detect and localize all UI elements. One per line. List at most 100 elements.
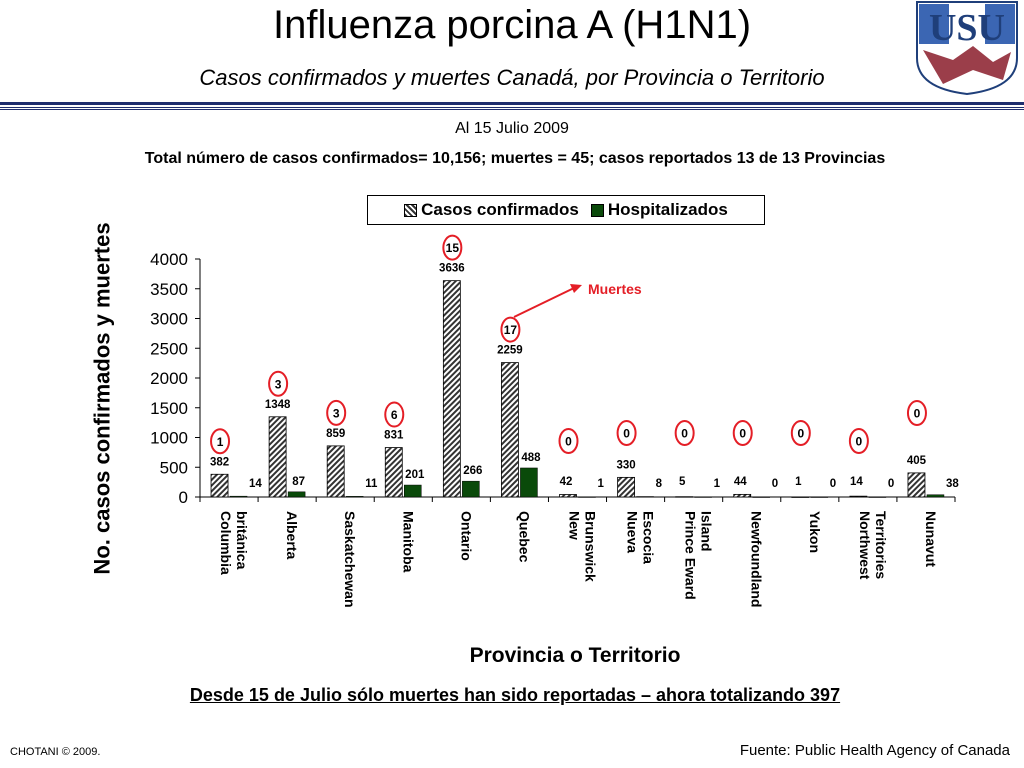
death-count-label: 15	[446, 241, 460, 255]
x-tick-label: Yukon	[807, 511, 823, 553]
data-label-casos: 859	[326, 428, 345, 440]
x-tick-label: NuevaEscocia	[625, 511, 657, 564]
death-count-label: 0	[914, 407, 921, 421]
bar-hosp	[578, 496, 596, 498]
annotation-arrow-head	[570, 284, 582, 293]
bar-hosp	[868, 496, 887, 498]
death-count-label: 0	[797, 427, 804, 441]
bar-hosp	[694, 496, 712, 498]
data-label-casos: 1348	[265, 399, 291, 411]
y-tick-label: 500	[160, 458, 188, 477]
data-label-hosp: 488	[521, 452, 541, 464]
date-line: Al 15 Julio 2009	[455, 120, 569, 137]
data-label-hosp: 1	[714, 478, 721, 490]
legend-item-casos: Casos confirmados	[404, 200, 579, 220]
bar-casos	[384, 447, 403, 498]
bar-casos	[907, 472, 926, 498]
x-tick-label: NorthwestTerritories	[857, 511, 889, 580]
legend-swatch-casos	[404, 203, 418, 217]
data-label-hosp: 266	[463, 465, 482, 477]
data-label-casos: 330	[616, 459, 635, 471]
y-tick-label: 3500	[150, 280, 188, 299]
source-note: Fuente: Public Health Agency of Canada	[739, 742, 1010, 759]
death-circle	[848, 428, 869, 454]
death-count-label: 0	[739, 427, 746, 441]
x-tick-label: Columbiabritánica	[218, 511, 250, 575]
bar-casos	[791, 496, 810, 498]
death-circle	[210, 428, 231, 455]
death-circle	[558, 428, 579, 454]
y-axis-label: No. casos confirmados y muertes	[89, 222, 115, 575]
death-count-label: 0	[623, 427, 630, 441]
bar-hosp	[752, 496, 770, 498]
data-label-casos: 5	[679, 476, 686, 488]
bar-casos	[559, 494, 577, 498]
bar-casos	[675, 496, 694, 498]
bar-casos	[268, 416, 287, 498]
summary-text: Total número de casos confirmados= 10,15…	[144, 150, 886, 167]
page-subtitle: Casos confirmados y muertes Canadá, por …	[199, 65, 825, 90]
x-tick-label: Saskatchewan	[342, 511, 358, 608]
data-label-hosp: 8	[656, 478, 663, 490]
y-tick-label: 2000	[150, 369, 188, 388]
legend-swatch-hosp	[590, 203, 604, 217]
footnote-text: Desde 15 de Julio sólo muertes han sido …	[189, 685, 841, 705]
usu-logo: USU	[916, 1, 1018, 96]
data-label-hosp: 0	[772, 478, 778, 490]
data-label-hosp: 0	[830, 478, 836, 490]
x-tick-label: Newfoundland	[749, 511, 765, 607]
y-tick-label: 1000	[150, 429, 188, 448]
data-label-hosp: 1	[598, 478, 605, 490]
data-label-hosp: 11	[365, 478, 378, 490]
death-count-label: 0	[856, 435, 863, 449]
legend-label-casos: Casos confirmados	[421, 200, 579, 219]
death-circle	[500, 316, 521, 343]
chart-legend: Casos confirmados Hospitalizados	[367, 195, 765, 225]
svg-text:USU: USU	[929, 7, 1005, 49]
data-label-hosp: 201	[405, 469, 425, 481]
death-circle	[326, 399, 347, 426]
death-count-label: 0	[565, 435, 572, 449]
data-label-casos: 2259	[497, 345, 523, 357]
page-title: Influenza porcina A (H1N1)	[272, 3, 752, 47]
death-circle	[732, 420, 753, 446]
data-label-casos: 14	[850, 476, 863, 488]
bar-casos	[442, 280, 461, 498]
legend-item-hosp: Hospitalizados	[590, 200, 728, 220]
bar-casos	[733, 493, 752, 498]
x-tick-label: NewBrunswick	[567, 511, 599, 582]
header-rule	[0, 102, 1024, 110]
footnote: Desde 15 de Julio sólo muertes han sido …	[0, 685, 1024, 706]
annotation-arrow-line	[513, 287, 575, 318]
x-axis-label: Provincia o Territorio	[469, 644, 681, 667]
y-tick-label: 2500	[150, 339, 188, 358]
x-tick-label: Alberta	[284, 511, 300, 559]
x-tick-label: Quebec	[516, 511, 532, 563]
death-circle	[906, 400, 927, 426]
data-label-hosp: 14	[249, 478, 262, 490]
x-tick-label: Manitoba	[400, 511, 416, 573]
bar-hosp	[345, 496, 364, 498]
data-label-casos: 405	[907, 455, 927, 467]
bar-hosp	[520, 467, 538, 498]
bar-hosp	[926, 494, 945, 498]
data-label-casos: 1	[795, 476, 802, 488]
data-label-casos: 831	[384, 430, 404, 442]
bar-casos	[210, 473, 229, 498]
data-label-hosp: 38	[946, 478, 959, 490]
data-label-casos: 3636	[439, 263, 465, 275]
data-label-hosp: 0	[888, 478, 894, 490]
data-label-casos: 382	[210, 456, 229, 468]
bar-hosp	[636, 496, 654, 498]
x-tick-label: Nunavut	[923, 511, 939, 567]
bar-hosp	[404, 484, 422, 498]
data-label-casos: 42	[560, 476, 573, 488]
bar-casos	[501, 362, 519, 498]
data-label-hosp: 87	[292, 476, 305, 488]
death-count-label: 1	[217, 435, 224, 449]
y-tick-label: 3000	[150, 310, 188, 329]
death-circle	[790, 420, 811, 446]
death-count-label: 3	[333, 406, 340, 420]
death-count-label: 6	[391, 408, 398, 422]
death-circle	[442, 234, 463, 261]
